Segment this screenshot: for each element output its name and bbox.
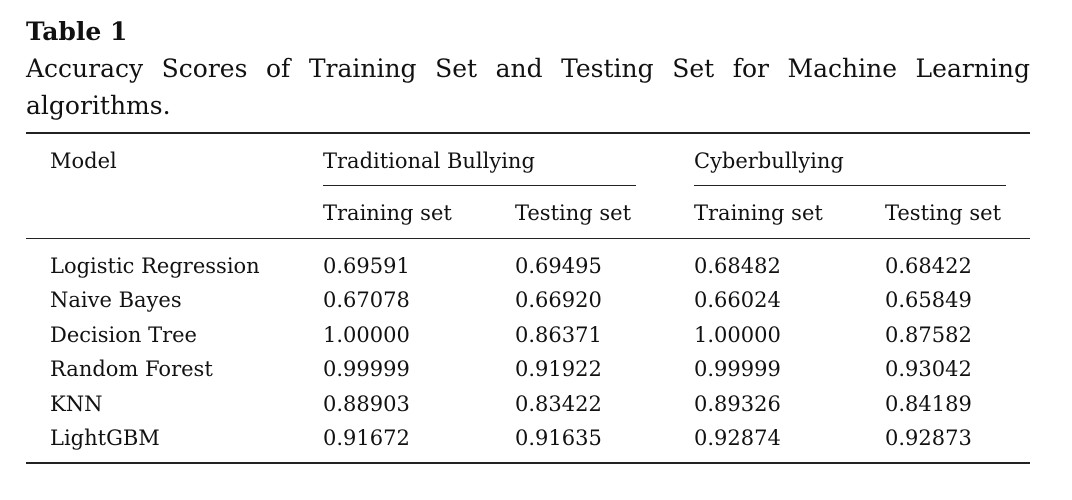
table-label: Table 1	[26, 17, 128, 46]
cell-value: 0.84189	[885, 392, 972, 416]
cell-value: 0.68422	[885, 254, 972, 278]
header-testing-set-cyber: Testing set	[885, 201, 1002, 225]
cell-value: 0.66920	[515, 288, 602, 312]
cell-value: 0.87582	[885, 323, 972, 347]
cell-value: 0.92874	[694, 426, 781, 450]
header-model: Model	[50, 149, 117, 173]
header-testing-set-traditional: Testing set	[515, 201, 632, 225]
row-model-name: KNN	[50, 392, 103, 416]
cell-value: 0.68482	[694, 254, 781, 278]
cell-value: 0.69591	[323, 254, 410, 278]
cell-value: 0.89326	[694, 392, 781, 416]
table-caption: Table 1 Accuracy Scores of Training Set …	[26, 14, 1030, 124]
header-training-set-traditional: Training set	[323, 201, 452, 225]
cell-value: 0.69495	[515, 254, 602, 278]
cell-value: 1.00000	[323, 323, 410, 347]
header-rule	[26, 238, 1030, 239]
header-group-cyberbullying: Cyberbullying	[694, 149, 844, 173]
row-model-name: LightGBM	[50, 426, 160, 450]
cell-value: 0.99999	[694, 357, 781, 381]
cell-value: 0.91672	[323, 426, 410, 450]
cell-value: 0.67078	[323, 288, 410, 312]
cell-value: 0.91922	[515, 357, 602, 381]
cell-value: 0.93042	[885, 357, 972, 381]
header-group-traditional-bullying: Traditional Bullying	[323, 149, 535, 173]
row-model-name: Logistic Regression	[50, 254, 260, 278]
group-rule-cyberbullying	[694, 185, 1006, 186]
bottom-rule	[26, 462, 1030, 464]
table-title: Accuracy Scores of Training Set and Test…	[26, 54, 1030, 120]
cell-value: 0.92873	[885, 426, 972, 450]
cell-value: 0.88903	[323, 392, 410, 416]
cell-value: 0.86371	[515, 323, 602, 347]
cell-value: 0.99999	[323, 357, 410, 381]
cell-value: 0.66024	[694, 288, 781, 312]
cell-value: 1.00000	[694, 323, 781, 347]
top-rule	[26, 132, 1030, 134]
cell-value: 0.83422	[515, 392, 602, 416]
header-training-set-cyber: Training set	[694, 201, 823, 225]
group-rule-traditional-bullying	[323, 185, 636, 186]
row-model-name: Naive Bayes	[50, 288, 182, 312]
row-model-name: Random Forest	[50, 357, 213, 381]
cell-value: 0.65849	[885, 288, 972, 312]
cell-value: 0.91635	[515, 426, 602, 450]
row-model-name: Decision Tree	[50, 323, 197, 347]
